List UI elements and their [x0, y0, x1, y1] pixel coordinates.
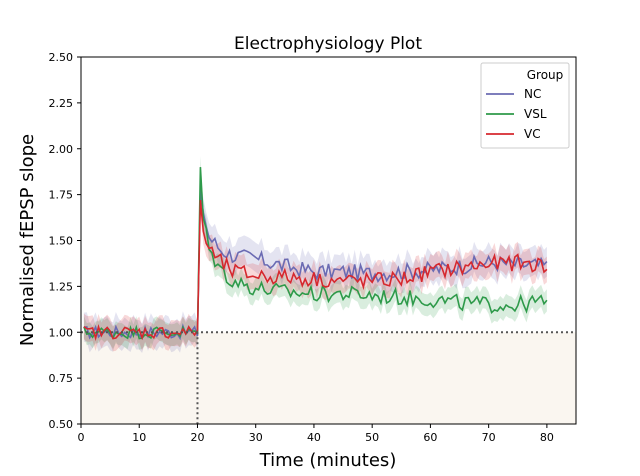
series-line-vc: [83, 200, 548, 342]
x-tick-label: 60: [423, 431, 437, 444]
legend: Group NC VSL VC: [480, 62, 570, 149]
y-tick-label: 1.25: [49, 280, 74, 293]
legend-label-nc: NC: [524, 87, 541, 101]
legend-box: [480, 62, 570, 149]
y-tick-label: 0.50: [49, 418, 74, 431]
x-tick-label: 40: [307, 431, 321, 444]
x-axis-ticks: 0 10 20 30 40 50 60 70 80: [78, 424, 554, 444]
y-tick-label: 1.00: [49, 326, 74, 339]
legend-label-vc: VC: [524, 127, 541, 141]
y-tick-label: 1.50: [49, 235, 74, 248]
x-tick-label: 10: [132, 431, 146, 444]
y-tick-label: 1.75: [49, 189, 74, 202]
baseline-region: [81, 332, 576, 424]
series-line-vsl: [83, 167, 548, 340]
x-tick-label: 50: [365, 431, 379, 444]
legend-entries: NC VSL VC: [486, 87, 547, 141]
chart-title: Electrophysiology Plot: [234, 34, 422, 54]
x-tick-label: 0: [78, 431, 85, 444]
x-tick-label: 70: [482, 431, 496, 444]
y-axis-label: Normalised fEPSP slope: [17, 134, 38, 346]
y-tick-label: 0.75: [49, 372, 74, 385]
y-tick-label: 2.25: [49, 97, 74, 110]
y-tick-label: 2.00: [49, 143, 74, 156]
x-tick-label: 30: [249, 431, 263, 444]
x-axis-label: Time (minutes): [259, 450, 397, 471]
y-axis-ticks: 0.50 0.75 1.00 1.25 1.50 1.75 2.00 2.25 2.50: [49, 51, 81, 431]
y-tick-label: 2.50: [49, 51, 74, 64]
legend-label-vsl: VSL: [524, 107, 547, 121]
x-tick-label: 20: [190, 431, 204, 444]
x-tick-label: 80: [540, 431, 554, 444]
legend-title: Group: [527, 68, 564, 82]
